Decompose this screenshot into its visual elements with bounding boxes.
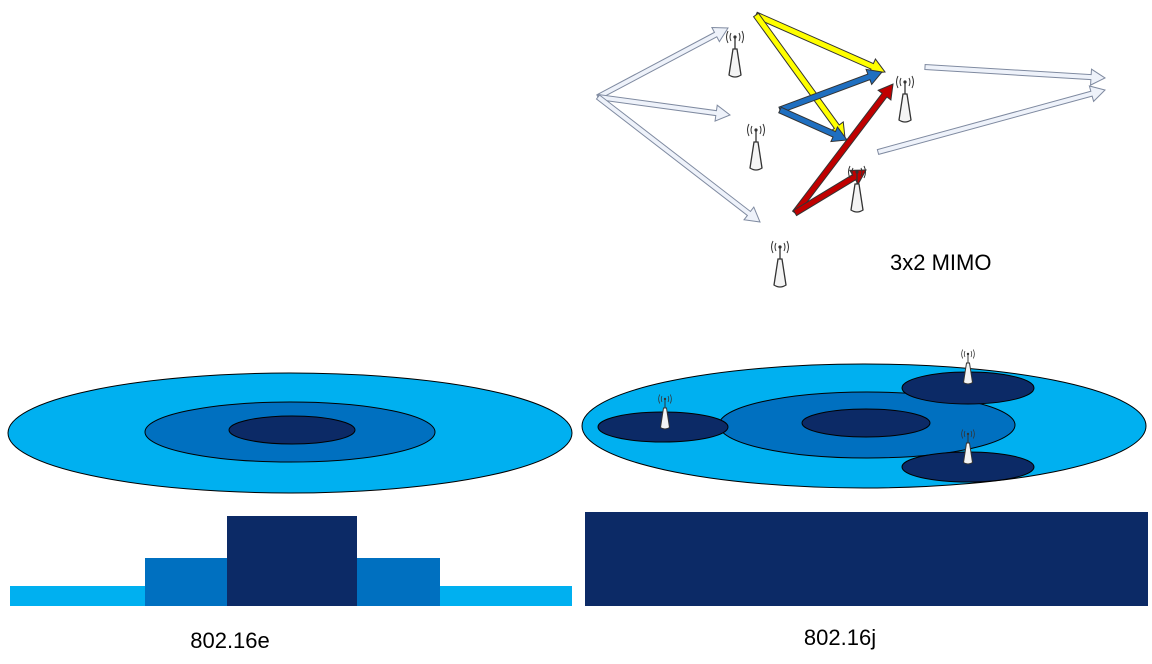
coverage-16j (581, 349, 1148, 606)
arrow (596, 26, 729, 100)
arrow (876, 85, 1106, 156)
arrow (792, 169, 867, 217)
mimo-arrows (595, 11, 1107, 223)
panel-label: 802.16e (190, 628, 270, 653)
coverage-16e (7, 372, 573, 606)
mimo-label: 3x2 MIMO (890, 250, 991, 275)
arrow (924, 63, 1107, 86)
arrow (595, 94, 761, 223)
arrow (778, 68, 883, 114)
arrow (791, 83, 894, 216)
panel-label: 802.16j (804, 625, 876, 650)
arrow (752, 12, 846, 139)
mimo-antennas (725, 30, 915, 288)
arrow (597, 93, 731, 122)
arrow (778, 106, 848, 143)
